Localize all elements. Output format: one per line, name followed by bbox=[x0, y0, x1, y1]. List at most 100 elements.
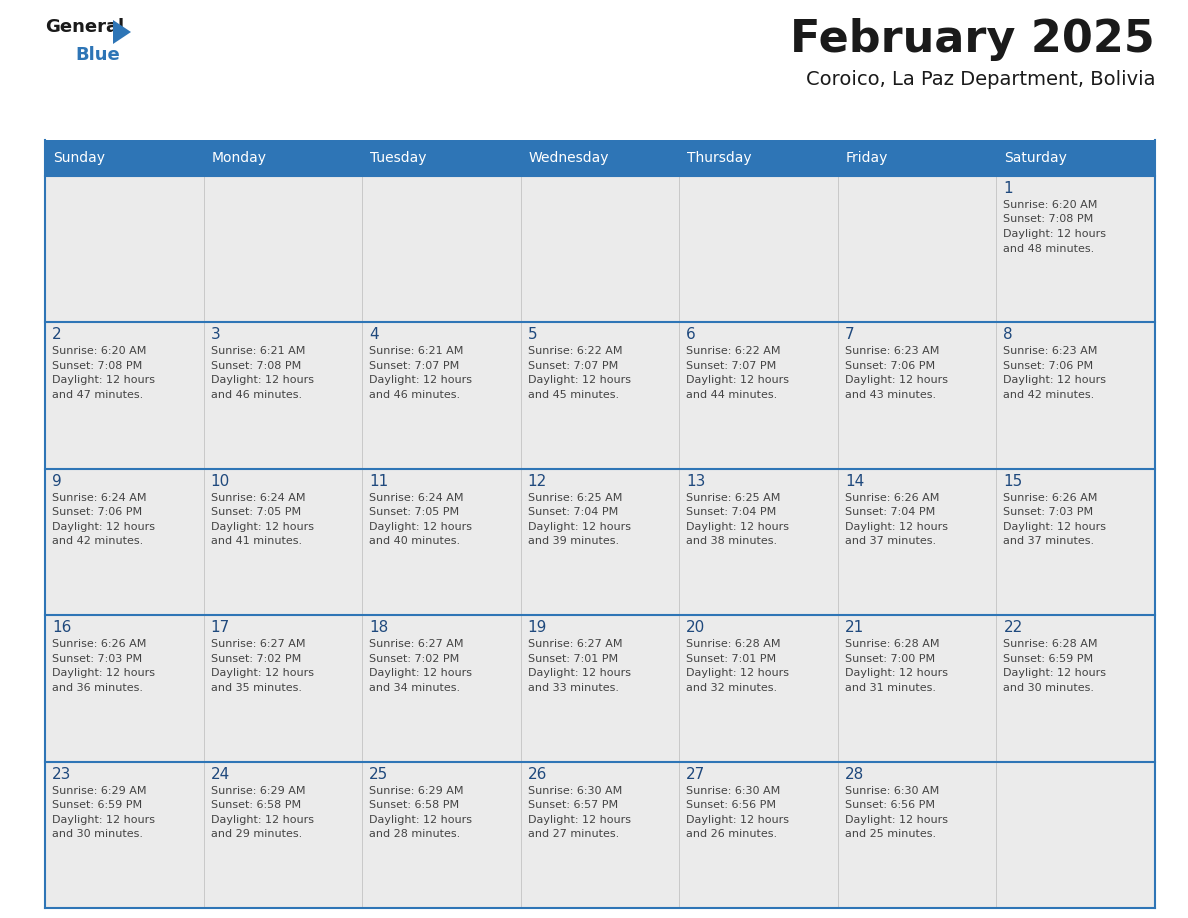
Text: 9: 9 bbox=[52, 474, 62, 488]
Text: 14: 14 bbox=[845, 474, 864, 488]
Text: Sunrise: 6:30 AM: Sunrise: 6:30 AM bbox=[845, 786, 939, 796]
Bar bbox=[838, 469, 997, 615]
Text: Daylight: 12 hours: Daylight: 12 hours bbox=[369, 521, 472, 532]
Text: Sunrise: 6:28 AM: Sunrise: 6:28 AM bbox=[687, 639, 781, 649]
Text: Sunrise: 6:20 AM: Sunrise: 6:20 AM bbox=[1004, 200, 1098, 210]
Bar bbox=[203, 322, 362, 469]
Text: Sunset: 7:07 PM: Sunset: 7:07 PM bbox=[687, 361, 777, 371]
Text: Sunset: 7:08 PM: Sunset: 7:08 PM bbox=[210, 361, 301, 371]
Text: Sunrise: 6:29 AM: Sunrise: 6:29 AM bbox=[369, 786, 463, 796]
Text: and 26 minutes.: and 26 minutes. bbox=[687, 829, 777, 839]
Text: Sunrise: 6:26 AM: Sunrise: 6:26 AM bbox=[845, 493, 940, 503]
Text: Sunset: 7:02 PM: Sunset: 7:02 PM bbox=[210, 654, 301, 664]
Bar bbox=[680, 322, 838, 469]
Text: Sunrise: 6:23 AM: Sunrise: 6:23 AM bbox=[1004, 346, 1098, 356]
Text: Sunset: 6:58 PM: Sunset: 6:58 PM bbox=[369, 800, 460, 810]
Bar bbox=[362, 469, 520, 615]
Bar bbox=[362, 762, 520, 908]
Text: Sunset: 7:03 PM: Sunset: 7:03 PM bbox=[52, 654, 143, 664]
Bar bbox=[45, 469, 203, 615]
Text: Sunrise: 6:28 AM: Sunrise: 6:28 AM bbox=[845, 639, 940, 649]
Text: Wednesday: Wednesday bbox=[529, 151, 609, 165]
Text: Daylight: 12 hours: Daylight: 12 hours bbox=[527, 375, 631, 386]
Bar bbox=[838, 176, 997, 322]
Text: Daylight: 12 hours: Daylight: 12 hours bbox=[1004, 375, 1106, 386]
Bar bbox=[362, 322, 520, 469]
Text: 2: 2 bbox=[52, 328, 62, 342]
Text: Sunrise: 6:26 AM: Sunrise: 6:26 AM bbox=[1004, 493, 1098, 503]
Text: Daylight: 12 hours: Daylight: 12 hours bbox=[845, 668, 948, 678]
Text: Sunset: 6:58 PM: Sunset: 6:58 PM bbox=[210, 800, 301, 810]
Text: Sunrise: 6:26 AM: Sunrise: 6:26 AM bbox=[52, 639, 146, 649]
Text: Sunrise: 6:24 AM: Sunrise: 6:24 AM bbox=[52, 493, 146, 503]
Text: and 46 minutes.: and 46 minutes. bbox=[210, 390, 302, 400]
Text: and 42 minutes.: and 42 minutes. bbox=[52, 536, 144, 546]
Bar bbox=[45, 140, 1155, 176]
Text: and 38 minutes.: and 38 minutes. bbox=[687, 536, 777, 546]
Text: Daylight: 12 hours: Daylight: 12 hours bbox=[1004, 668, 1106, 678]
Text: Daylight: 12 hours: Daylight: 12 hours bbox=[52, 521, 154, 532]
Text: Daylight: 12 hours: Daylight: 12 hours bbox=[845, 375, 948, 386]
Text: and 33 minutes.: and 33 minutes. bbox=[527, 683, 619, 693]
Text: 21: 21 bbox=[845, 621, 864, 635]
Text: Sunset: 7:04 PM: Sunset: 7:04 PM bbox=[687, 508, 777, 518]
Text: Coroico, La Paz Department, Bolivia: Coroico, La Paz Department, Bolivia bbox=[805, 70, 1155, 89]
Text: Sunset: 7:05 PM: Sunset: 7:05 PM bbox=[210, 508, 301, 518]
Bar bbox=[520, 762, 680, 908]
Text: Sunset: 6:56 PM: Sunset: 6:56 PM bbox=[687, 800, 776, 810]
Text: and 43 minutes.: and 43 minutes. bbox=[845, 390, 936, 400]
Text: 16: 16 bbox=[52, 621, 71, 635]
Text: Daylight: 12 hours: Daylight: 12 hours bbox=[210, 668, 314, 678]
Bar bbox=[838, 762, 997, 908]
Bar bbox=[838, 615, 997, 762]
Text: Thursday: Thursday bbox=[688, 151, 752, 165]
Bar bbox=[520, 176, 680, 322]
Text: Sunset: 7:07 PM: Sunset: 7:07 PM bbox=[527, 361, 618, 371]
Text: Sunrise: 6:23 AM: Sunrise: 6:23 AM bbox=[845, 346, 940, 356]
Text: 24: 24 bbox=[210, 767, 229, 781]
Text: and 41 minutes.: and 41 minutes. bbox=[210, 536, 302, 546]
Bar bbox=[997, 615, 1155, 762]
Text: 22: 22 bbox=[1004, 621, 1023, 635]
Text: Sunset: 7:07 PM: Sunset: 7:07 PM bbox=[369, 361, 460, 371]
Text: Sunrise: 6:24 AM: Sunrise: 6:24 AM bbox=[369, 493, 463, 503]
Text: 4: 4 bbox=[369, 328, 379, 342]
Text: Sunrise: 6:27 AM: Sunrise: 6:27 AM bbox=[210, 639, 305, 649]
Text: and 28 minutes.: and 28 minutes. bbox=[369, 829, 461, 839]
Text: Tuesday: Tuesday bbox=[371, 151, 426, 165]
Text: Sunset: 7:04 PM: Sunset: 7:04 PM bbox=[527, 508, 618, 518]
Bar bbox=[520, 615, 680, 762]
Text: Sunrise: 6:20 AM: Sunrise: 6:20 AM bbox=[52, 346, 146, 356]
Text: and 48 minutes.: and 48 minutes. bbox=[1004, 243, 1094, 253]
Text: Daylight: 12 hours: Daylight: 12 hours bbox=[845, 521, 948, 532]
Text: and 44 minutes.: and 44 minutes. bbox=[687, 390, 777, 400]
Text: Blue: Blue bbox=[75, 46, 120, 64]
Text: Sunrise: 6:22 AM: Sunrise: 6:22 AM bbox=[687, 346, 781, 356]
Text: Sunset: 7:02 PM: Sunset: 7:02 PM bbox=[369, 654, 460, 664]
Polygon shape bbox=[113, 20, 131, 44]
Bar bbox=[203, 615, 362, 762]
Text: Sunset: 7:01 PM: Sunset: 7:01 PM bbox=[527, 654, 618, 664]
Text: Sunday: Sunday bbox=[53, 151, 105, 165]
Text: Monday: Monday bbox=[211, 151, 266, 165]
Text: Sunrise: 6:21 AM: Sunrise: 6:21 AM bbox=[369, 346, 463, 356]
Text: 12: 12 bbox=[527, 474, 546, 488]
Text: Daylight: 12 hours: Daylight: 12 hours bbox=[369, 814, 472, 824]
Text: Saturday: Saturday bbox=[1004, 151, 1067, 165]
Text: 19: 19 bbox=[527, 621, 548, 635]
Text: 6: 6 bbox=[687, 328, 696, 342]
Text: 27: 27 bbox=[687, 767, 706, 781]
Text: and 42 minutes.: and 42 minutes. bbox=[1004, 390, 1094, 400]
Text: and 47 minutes.: and 47 minutes. bbox=[52, 390, 144, 400]
Text: and 25 minutes.: and 25 minutes. bbox=[845, 829, 936, 839]
Bar bbox=[362, 176, 520, 322]
Text: 17: 17 bbox=[210, 621, 229, 635]
Text: and 36 minutes.: and 36 minutes. bbox=[52, 683, 143, 693]
Text: 23: 23 bbox=[52, 767, 71, 781]
Text: and 29 minutes.: and 29 minutes. bbox=[210, 829, 302, 839]
Text: Sunset: 7:06 PM: Sunset: 7:06 PM bbox=[52, 508, 143, 518]
Text: 20: 20 bbox=[687, 621, 706, 635]
Text: Sunset: 7:00 PM: Sunset: 7:00 PM bbox=[845, 654, 935, 664]
Text: 7: 7 bbox=[845, 328, 854, 342]
Text: 18: 18 bbox=[369, 621, 388, 635]
